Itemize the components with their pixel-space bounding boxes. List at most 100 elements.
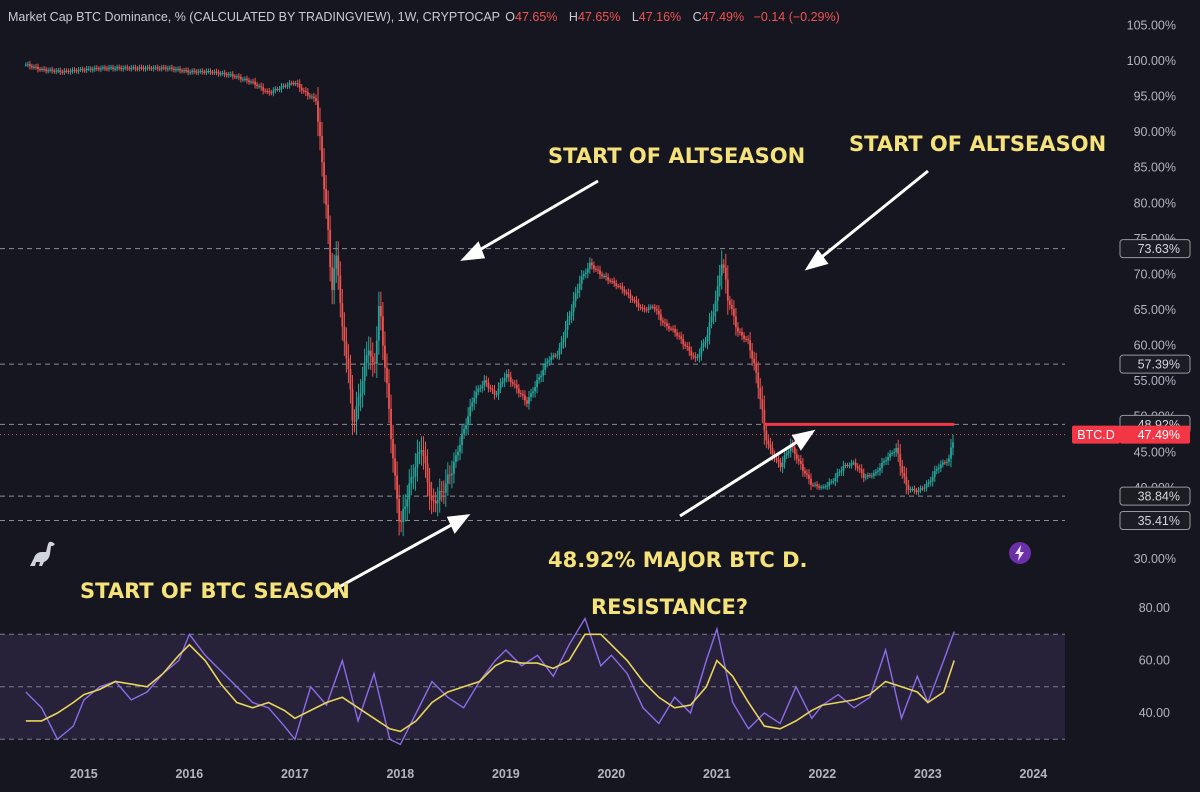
candle-body <box>207 70 210 72</box>
arrowhead-resistance <box>791 429 816 451</box>
candle-body <box>767 440 770 445</box>
candle-body <box>854 462 857 467</box>
candle-body <box>239 77 242 80</box>
candle-body <box>398 498 401 522</box>
candle-body <box>672 328 674 330</box>
arrowhead-altseason-2 <box>804 249 829 271</box>
candle-body <box>382 316 384 346</box>
candle-body <box>840 470 843 472</box>
candle-body <box>250 81 252 83</box>
candle-body <box>442 491 445 493</box>
candle-body <box>233 76 236 78</box>
candle-body <box>799 460 802 465</box>
candle-body <box>365 355 368 363</box>
candle-body <box>597 269 599 271</box>
symbol-tag-label: BTC.D <box>1077 428 1115 442</box>
candle-body <box>59 70 62 73</box>
candle-body <box>473 397 476 403</box>
candle-body <box>296 83 299 85</box>
grid-layer <box>0 248 1065 522</box>
candle-body <box>745 338 747 340</box>
candle-body <box>112 67 114 69</box>
candle-body <box>375 340 378 364</box>
candle-body <box>87 68 90 70</box>
candle-body <box>700 346 703 355</box>
candle-body <box>743 335 745 339</box>
candle-body <box>144 68 147 70</box>
candle-body <box>927 482 930 485</box>
candle-body <box>895 447 898 453</box>
candle-body <box>221 72 224 74</box>
candle-body <box>783 455 786 463</box>
low-label: L <box>631 10 639 24</box>
candle-body <box>875 471 877 474</box>
candle-body <box>661 320 664 323</box>
candle-body <box>645 309 648 311</box>
level-tag <box>1119 511 1191 531</box>
candle-body <box>231 74 234 77</box>
lightning-icon[interactable] <box>1008 541 1032 565</box>
candle-body <box>75 70 78 72</box>
candle-body <box>735 316 737 328</box>
candle-body <box>852 462 855 464</box>
candle-body <box>824 486 827 488</box>
candle-body <box>146 67 149 69</box>
candle-body <box>373 362 376 364</box>
candle-body <box>870 475 873 477</box>
symbol-tag <box>1072 425 1120 444</box>
candle-body <box>534 387 536 392</box>
arrowhead-altseason-1 <box>460 241 486 261</box>
candle-body <box>225 74 228 76</box>
candle-body <box>477 388 480 392</box>
candle-body <box>696 356 699 358</box>
candle-body <box>550 356 553 361</box>
candle-body <box>189 72 192 74</box>
candle-body <box>304 90 307 93</box>
candle-body <box>185 70 188 72</box>
candle-body <box>952 442 954 448</box>
candle-body <box>412 476 415 478</box>
candle-body <box>574 293 577 301</box>
candle-body <box>459 445 461 452</box>
candle-body <box>286 85 289 87</box>
candle-body <box>826 485 829 487</box>
candle-body <box>302 90 305 92</box>
current-price-tag <box>1120 425 1190 444</box>
candle-body <box>471 402 474 407</box>
candle-body <box>519 393 522 395</box>
candle-body <box>891 453 894 455</box>
candle-body <box>941 462 944 465</box>
candle-body <box>558 348 561 355</box>
candle-body <box>229 74 232 76</box>
candle-body <box>114 68 116 70</box>
candle-body <box>209 70 212 73</box>
candle-body <box>749 340 752 351</box>
candle-body <box>716 285 719 301</box>
candle-body <box>444 483 447 493</box>
candle-body <box>97 68 100 70</box>
tradingview-logo-icon[interactable] <box>26 536 60 570</box>
candle-body <box>668 326 670 329</box>
candle-body <box>808 474 810 479</box>
candle-body <box>152 67 155 69</box>
high-value: 47.65% <box>577 10 621 24</box>
candle-body <box>396 475 399 499</box>
candle-body <box>935 469 938 471</box>
candle-body <box>461 433 463 446</box>
candle-body <box>428 482 431 496</box>
candle-body <box>939 464 942 468</box>
candle-body <box>903 472 906 477</box>
candle-body <box>426 463 429 483</box>
candle-body <box>235 76 238 78</box>
candle-body <box>850 462 853 466</box>
candle-body <box>483 380 486 386</box>
candle-body <box>680 336 683 340</box>
rsi-y-tick-label: 60.00 <box>1139 654 1170 668</box>
candle-body <box>694 356 697 358</box>
candle-body <box>284 85 287 87</box>
candle-body <box>481 385 484 388</box>
candle-body <box>73 69 76 71</box>
candle-body <box>386 367 388 384</box>
candle-body <box>566 319 569 331</box>
